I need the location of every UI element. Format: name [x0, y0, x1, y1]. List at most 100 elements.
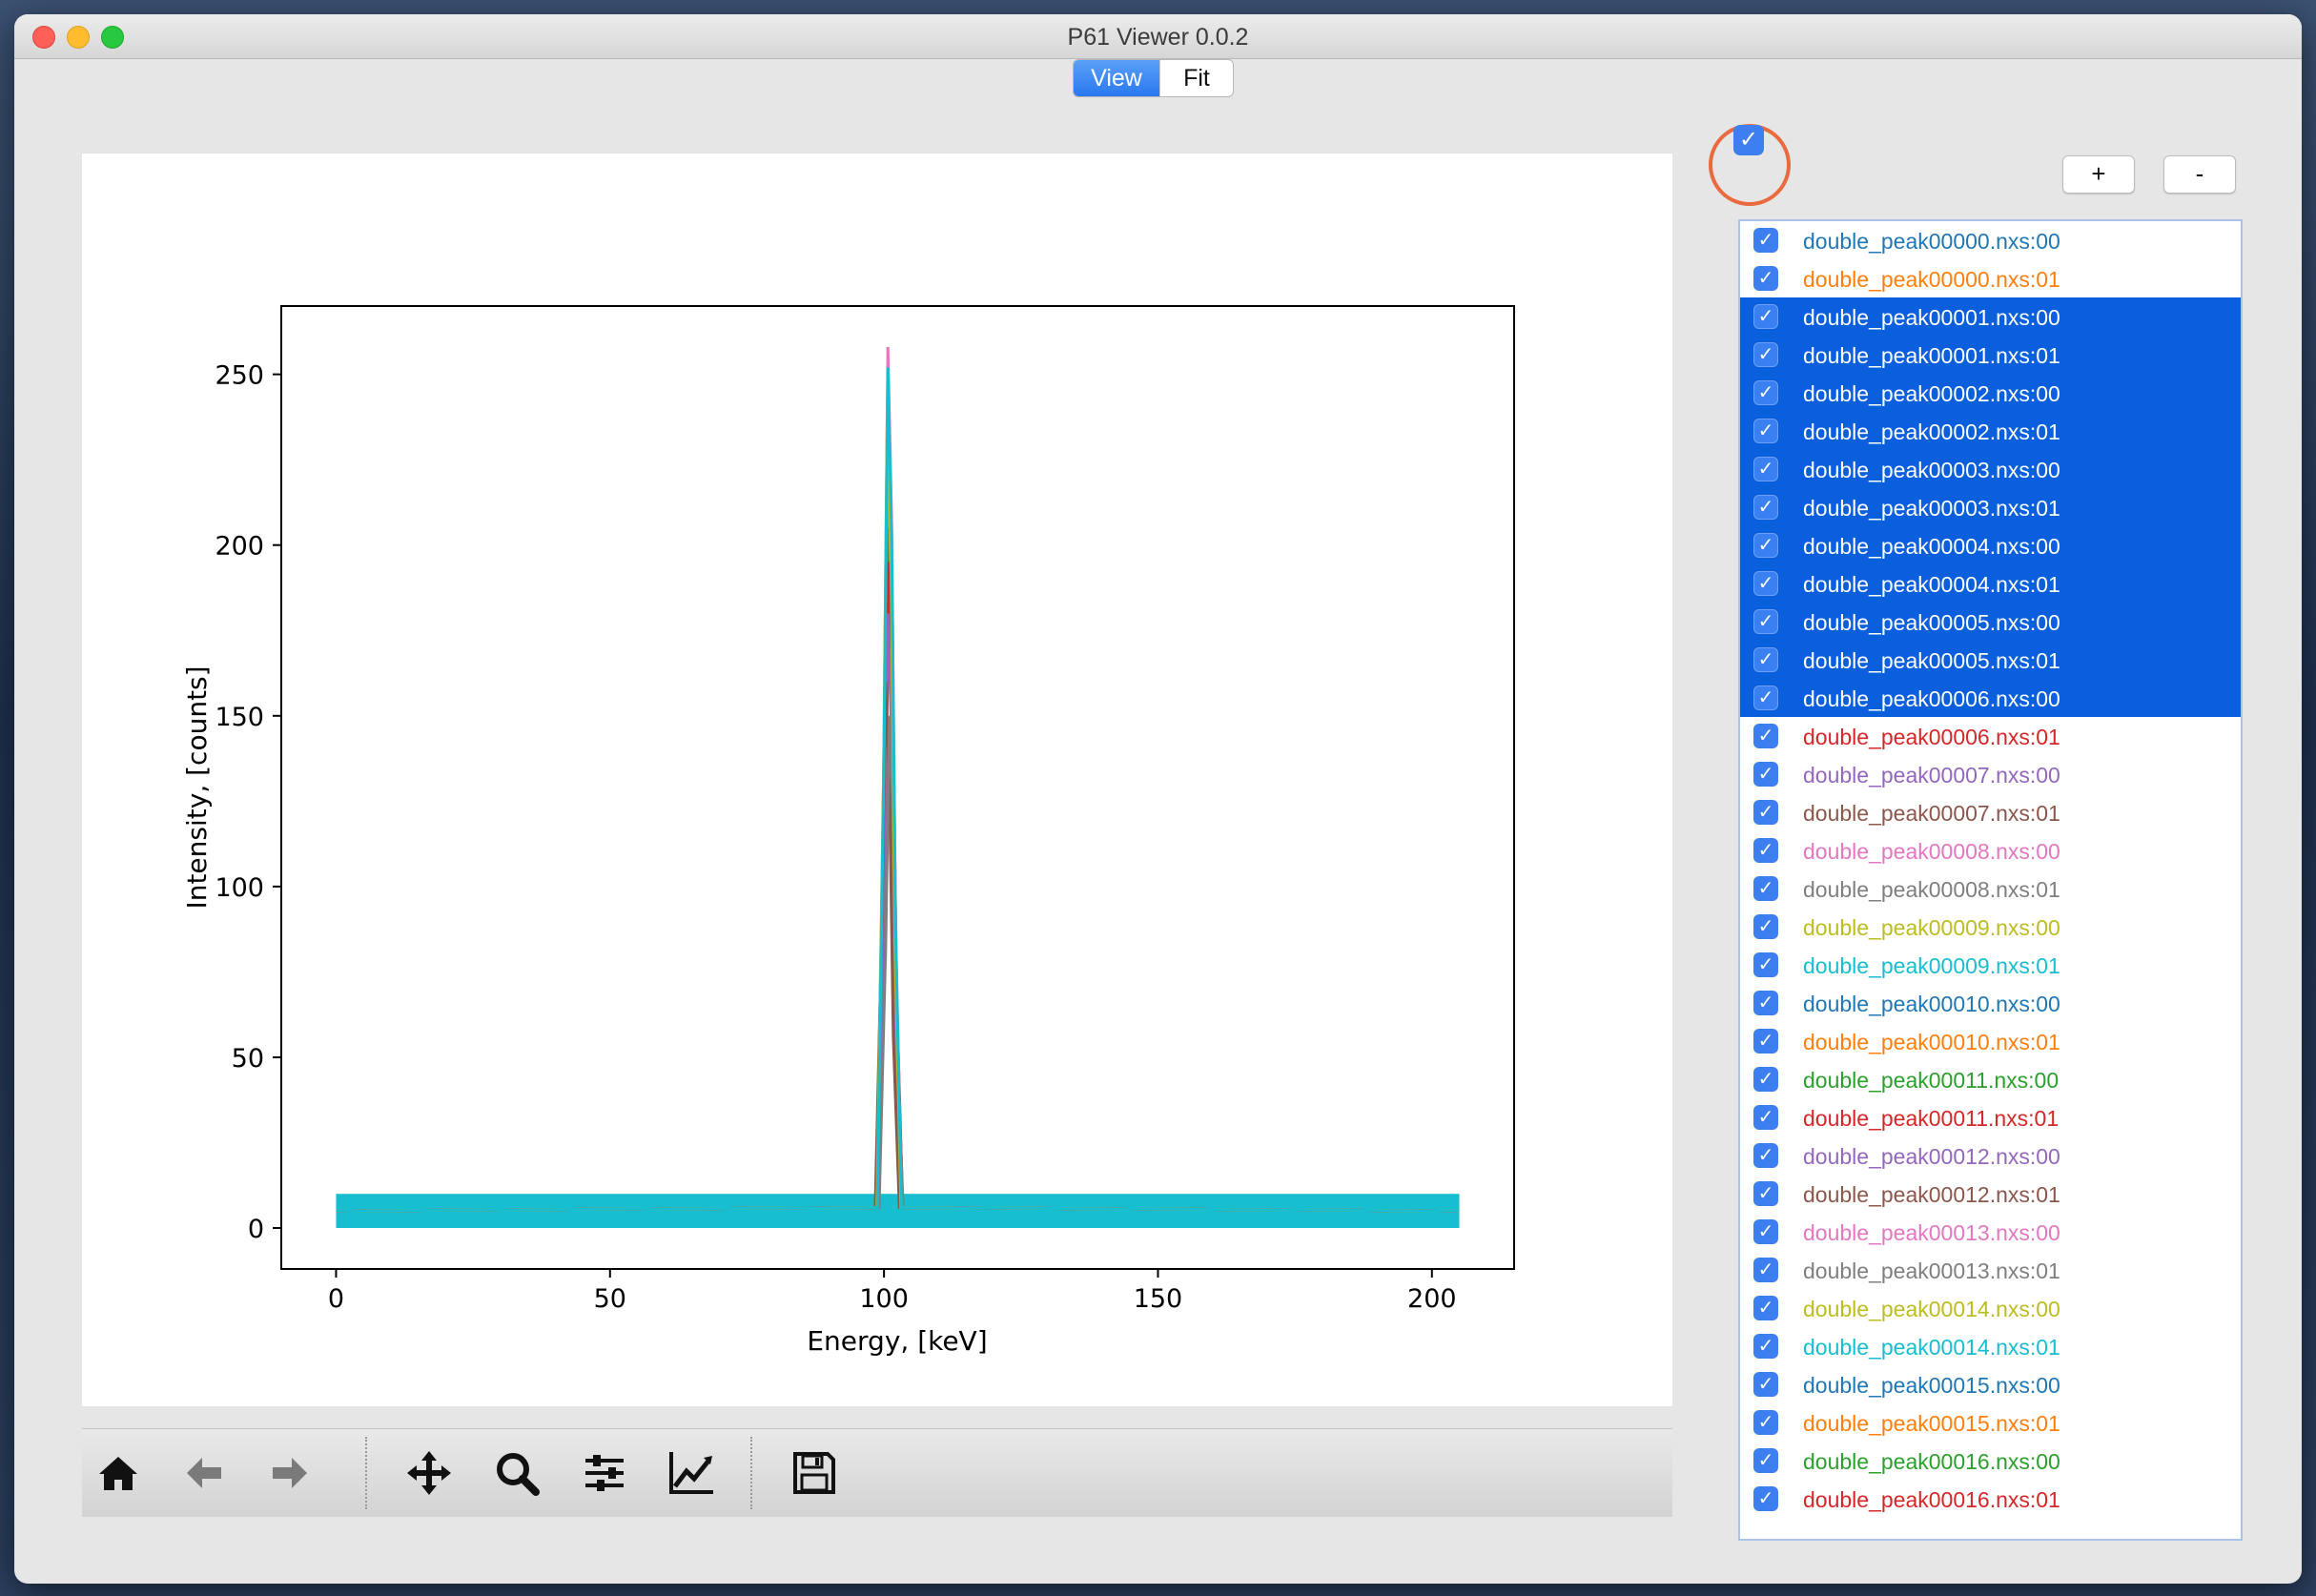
y-tick-label: 250	[215, 361, 264, 391]
list-item[interactable]: ✓ double_peak00016.nxs:01	[1740, 1480, 2241, 1518]
dataset-checkbox[interactable]: ✓	[1753, 838, 1778, 863]
dataset-checkbox[interactable]: ✓	[1753, 342, 1778, 367]
x-tick-label: 200	[1407, 1284, 1457, 1314]
dataset-checkbox[interactable]: ✓	[1753, 304, 1778, 329]
dataset-checkbox[interactable]: ✓	[1753, 380, 1778, 405]
dataset-checkbox[interactable]: ✓	[1753, 266, 1778, 291]
dataset-checkbox[interactable]: ✓	[1753, 495, 1778, 520]
dataset-checkbox[interactable]: ✓	[1753, 1219, 1778, 1244]
list-item[interactable]: ✓ double_peak00011.nxs:01	[1740, 1098, 2241, 1136]
mode-tabs: View Fit	[1073, 59, 1234, 97]
back-arrow-icon[interactable]	[179, 1448, 229, 1498]
list-item[interactable]: ✓ double_peak00004.nxs:01	[1740, 564, 2241, 603]
list-item[interactable]: ✓ double_peak00011.nxs:00	[1740, 1060, 2241, 1098]
dataset-label: double_peak00005.nxs:01	[1803, 648, 2060, 673]
dataset-list[interactable]: ✓ double_peak00000.nxs:00 ✓ double_peak0000…	[1738, 219, 2243, 1541]
edit-axes-icon[interactable]	[667, 1448, 717, 1498]
list-item[interactable]: ✓ double_peak00003.nxs:01	[1740, 488, 2241, 526]
dataset-checkbox[interactable]: ✓	[1753, 647, 1778, 672]
list-item[interactable]: ✓ double_peak00010.nxs:00	[1740, 984, 2241, 1022]
list-item[interactable]: ✓ double_peak00010.nxs:01	[1740, 1022, 2241, 1060]
home-icon[interactable]	[93, 1448, 143, 1498]
list-item[interactable]: ✓ double_peak00007.nxs:00	[1740, 755, 2241, 793]
dataset-checkbox[interactable]: ✓	[1753, 1448, 1778, 1473]
dataset-checkbox[interactable]: ✓	[1753, 724, 1778, 748]
dataset-label: double_peak00010.nxs:00	[1803, 992, 2060, 1016]
dataset-checkbox[interactable]: ✓	[1753, 1143, 1778, 1168]
dataset-label: double_peak00000.nxs:01	[1803, 267, 2060, 292]
toolbar-separator	[750, 1437, 752, 1509]
list-item[interactable]: ✓ double_peak00000.nxs:01	[1740, 259, 2241, 297]
list-item[interactable]: ✓ double_peak00002.nxs:01	[1740, 412, 2241, 450]
tab-view[interactable]: View	[1074, 60, 1159, 96]
list-item[interactable]: ✓ double_peak00002.nxs:00	[1740, 374, 2241, 412]
dataset-checkbox[interactable]: ✓	[1753, 914, 1778, 939]
list-item[interactable]: ✓ double_peak00015.nxs:00	[1740, 1365, 2241, 1403]
list-item[interactable]: ✓ double_peak00013.nxs:00	[1740, 1213, 2241, 1251]
list-item[interactable]: ✓ double_peak00004.nxs:00	[1740, 526, 2241, 564]
list-item[interactable]: ✓ double_peak00008.nxs:00	[1740, 831, 2241, 870]
dataset-checkbox[interactable]: ✓	[1753, 1105, 1778, 1130]
dataset-label: double_peak00016.nxs:00	[1803, 1449, 2060, 1474]
list-item[interactable]: ✓ double_peak00016.nxs:00	[1740, 1442, 2241, 1480]
dataset-checkbox[interactable]: ✓	[1753, 609, 1778, 634]
list-item[interactable]: ✓ double_peak00001.nxs:01	[1740, 336, 2241, 374]
dataset-checkbox[interactable]: ✓	[1753, 1372, 1778, 1397]
list-item[interactable]: ✓ double_peak00006.nxs:00	[1740, 679, 2241, 717]
list-item[interactable]: ✓ double_peak00012.nxs:01	[1740, 1175, 2241, 1213]
dataset-checkbox[interactable]: ✓	[1753, 419, 1778, 443]
dataset-checkbox[interactable]: ✓	[1753, 1067, 1778, 1092]
configure-subplots-icon[interactable]	[580, 1448, 629, 1498]
dataset-label: double_peak00015.nxs:01	[1803, 1411, 2060, 1436]
dataset-checkbox[interactable]: ✓	[1753, 762, 1778, 787]
forward-arrow-icon[interactable]	[265, 1448, 315, 1498]
list-item[interactable]: ✓ double_peak00003.nxs:00	[1740, 450, 2241, 488]
list-item[interactable]: ✓ double_peak00014.nxs:00	[1740, 1289, 2241, 1327]
dataset-checkbox[interactable]: ✓	[1753, 1486, 1778, 1511]
minimize-window-button[interactable]	[67, 26, 90, 49]
dataset-checkbox[interactable]: ✓	[1753, 457, 1778, 481]
list-item[interactable]: ✓ double_peak00008.nxs:01	[1740, 870, 2241, 908]
dataset-checkbox[interactable]: ✓	[1753, 228, 1778, 253]
dataset-checkbox[interactable]: ✓	[1753, 1029, 1778, 1054]
list-item[interactable]: ✓ double_peak00015.nxs:01	[1740, 1403, 2241, 1442]
list-item[interactable]: ✓ double_peak00009.nxs:01	[1740, 946, 2241, 984]
remove-button[interactable]: -	[2163, 155, 2236, 194]
dataset-label: double_peak00009.nxs:01	[1803, 953, 2060, 978]
list-item[interactable]: ✓ double_peak00007.nxs:01	[1740, 793, 2241, 831]
maximize-window-button[interactable]	[101, 26, 124, 49]
zoom-icon[interactable]	[492, 1448, 542, 1498]
dataset-checkbox[interactable]: ✓	[1753, 1334, 1778, 1359]
list-item[interactable]: ✓ double_peak00005.nxs:01	[1740, 641, 2241, 679]
list-item[interactable]: ✓ double_peak00001.nxs:00	[1740, 297, 2241, 336]
dataset-checkbox[interactable]: ✓	[1753, 1258, 1778, 1282]
add-button[interactable]: +	[2062, 155, 2135, 194]
dataset-checkbox[interactable]: ✓	[1753, 800, 1778, 825]
dataset-label: double_peak00015.nxs:00	[1803, 1373, 2060, 1398]
tab-fit[interactable]: Fit	[1159, 60, 1233, 96]
list-item[interactable]: ✓ double_peak00009.nxs:00	[1740, 908, 2241, 946]
plot-canvas[interactable]: 0 50 100 150 200 0 50 100 150 200 250 Energy, [ke…	[82, 153, 1672, 1406]
save-icon[interactable]	[789, 1448, 839, 1498]
list-item[interactable]: ✓ double_peak00000.nxs:00	[1740, 221, 2241, 259]
dataset-checkbox[interactable]: ✓	[1753, 685, 1778, 710]
dataset-checkbox[interactable]: ✓	[1753, 1181, 1778, 1206]
list-item[interactable]: ✓ double_peak00013.nxs:01	[1740, 1251, 2241, 1289]
dataset-checkbox[interactable]: ✓	[1753, 952, 1778, 977]
dataset-label: double_peak00002.nxs:00	[1803, 381, 2060, 406]
dataset-checkbox[interactable]: ✓	[1753, 1410, 1778, 1435]
dataset-checkbox[interactable]: ✓	[1753, 571, 1778, 596]
dataset-checkbox[interactable]: ✓	[1753, 991, 1778, 1015]
pan-icon[interactable]	[404, 1448, 454, 1498]
list-item[interactable]: ✓ double_peak00005.nxs:00	[1740, 603, 2241, 641]
y-tick-label: 100	[215, 873, 264, 903]
dataset-label: double_peak00003.nxs:01	[1803, 496, 2060, 521]
list-item[interactable]: ✓ double_peak00012.nxs:00	[1740, 1136, 2241, 1175]
list-item[interactable]: ✓ double_peak00014.nxs:01	[1740, 1327, 2241, 1365]
dataset-checkbox[interactable]: ✓	[1753, 1296, 1778, 1320]
close-window-button[interactable]	[32, 26, 55, 49]
select-all-checkbox[interactable]: ✓	[1733, 125, 1764, 155]
dataset-checkbox[interactable]: ✓	[1753, 876, 1778, 901]
dataset-checkbox[interactable]: ✓	[1753, 533, 1778, 558]
list-item[interactable]: ✓ double_peak00006.nxs:01	[1740, 717, 2241, 755]
